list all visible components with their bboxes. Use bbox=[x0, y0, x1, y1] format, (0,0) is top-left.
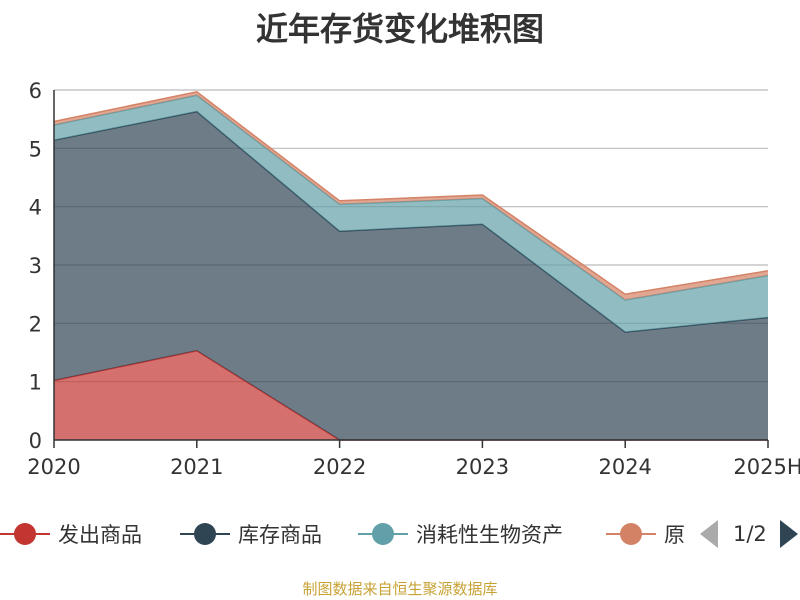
legend-prev-page-button[interactable] bbox=[700, 516, 718, 552]
legend-item[interactable]: 原 bbox=[606, 516, 685, 552]
area-series-layer bbox=[53, 90, 769, 441]
area-series-2 bbox=[54, 111, 768, 440]
chevron-right-icon bbox=[780, 520, 798, 548]
legend-item[interactable]: 消耗性生物资产 bbox=[358, 516, 563, 552]
legend-marker-icon bbox=[0, 516, 50, 552]
source-note: 制图数据来自恒生聚源数据库 bbox=[302, 580, 498, 598]
legend-label: 原 bbox=[664, 523, 685, 547]
area-series-3 bbox=[54, 95, 768, 333]
x-tick-label: 2022 bbox=[313, 455, 366, 479]
chart-title: 近年存货变化堆积图 bbox=[255, 10, 544, 48]
tick-labels: 0 1 2 3 4 5 6 2020 2021 2022 2023 2024 2025H bbox=[27, 79, 800, 479]
legend-item[interactable]: 发出商品 bbox=[0, 516, 142, 552]
legend-items: 发出商品 库存商品 消耗性生物资产 原 bbox=[0, 516, 690, 552]
x-tick-label: 2024 bbox=[598, 455, 651, 479]
legend: 发出商品 库存商品 消耗性生物资产 原 1/2 bbox=[0, 516, 800, 552]
x-tick-label: 2020 bbox=[27, 455, 80, 479]
y-tick-label: 1 bbox=[29, 371, 42, 395]
legend-marker-icon bbox=[180, 516, 230, 552]
legend-marker-icon bbox=[606, 516, 656, 552]
legend-label: 发出商品 bbox=[58, 523, 142, 547]
legend-label: 消耗性生物资产 bbox=[416, 523, 563, 547]
y-tick-label: 3 bbox=[29, 254, 42, 278]
legend-item[interactable]: 库存商品 bbox=[180, 516, 322, 552]
y-tick-label: 5 bbox=[29, 137, 42, 161]
axes bbox=[53, 90, 769, 448]
y-tick-label: 2 bbox=[29, 312, 42, 336]
y-tick-label: 0 bbox=[29, 429, 42, 453]
x-tick-label: 2021 bbox=[170, 455, 223, 479]
chevron-left-icon bbox=[700, 520, 718, 548]
x-tick-label: 2023 bbox=[456, 455, 509, 479]
legend-next-page-button[interactable] bbox=[780, 516, 798, 552]
y-tick-label: 6 bbox=[29, 79, 42, 103]
legend-label: 库存商品 bbox=[238, 523, 322, 547]
x-tick-label: 2025H bbox=[733, 455, 800, 479]
area-series-1 bbox=[54, 350, 768, 440]
y-tick-label: 4 bbox=[29, 196, 42, 220]
area-line-series-4 bbox=[53, 90, 769, 295]
legend-page-indicator: 1/2 bbox=[733, 522, 767, 546]
legend-marker-icon bbox=[358, 516, 408, 552]
